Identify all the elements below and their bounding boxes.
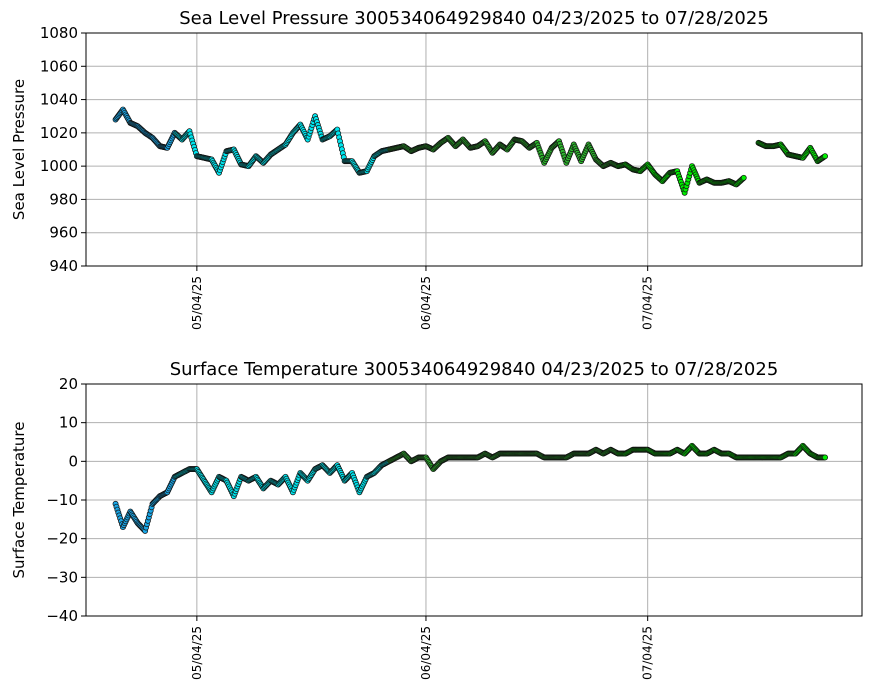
- y-tick-label: 1000: [40, 157, 78, 175]
- x-tick-label: 07/04/25: [641, 276, 655, 330]
- chart-title: Sea Level Pressure 300534064929840 04/23…: [179, 8, 769, 29]
- data-point: [822, 454, 829, 461]
- y-tick-label: 10: [59, 414, 78, 432]
- y-tick-label: 1040: [40, 91, 78, 109]
- y-tick-label: 940: [49, 257, 78, 275]
- y-tick-label: −10: [46, 491, 78, 509]
- x-tick-label: 05/04/25: [190, 626, 204, 680]
- y-tick-label: −40: [46, 607, 78, 625]
- y-tick-label: 20: [59, 375, 78, 393]
- plot-frame: [85, 32, 863, 267]
- y-tick-label: 1080: [40, 24, 78, 42]
- pressure-panel: 940 960 980 1000 1020 1040 1060 1080 05/04/25 06/…: [10, 8, 863, 330]
- y-axis-label: Surface Temperature: [10, 422, 28, 579]
- data-point: [822, 153, 829, 160]
- y-tick-label: 1060: [40, 57, 78, 75]
- x-tick-label: 06/04/25: [419, 626, 433, 680]
- x-tick-label: 06/04/25: [419, 276, 433, 330]
- y-tick-label: 980: [49, 190, 78, 208]
- y-tick-label: 1020: [40, 124, 78, 142]
- y-axis-label: Sea Level Pressure: [10, 79, 28, 220]
- temperature-panel: −40 −30 −20 −10 0 10 20 05/04/25 06/04/25 07/04/2…: [10, 359, 863, 680]
- x-tick-label: 07/04/25: [641, 626, 655, 680]
- chart-title: Surface Temperature 300534064929840 04/2…: [170, 359, 779, 380]
- y-tick-label: 960: [49, 224, 78, 242]
- y-tick-label: −30: [46, 568, 78, 586]
- x-tick-label: 05/04/25: [190, 276, 204, 330]
- y-tick-label: 0: [68, 452, 78, 470]
- y-tick-label: −20: [46, 530, 78, 548]
- data-point: [740, 174, 747, 181]
